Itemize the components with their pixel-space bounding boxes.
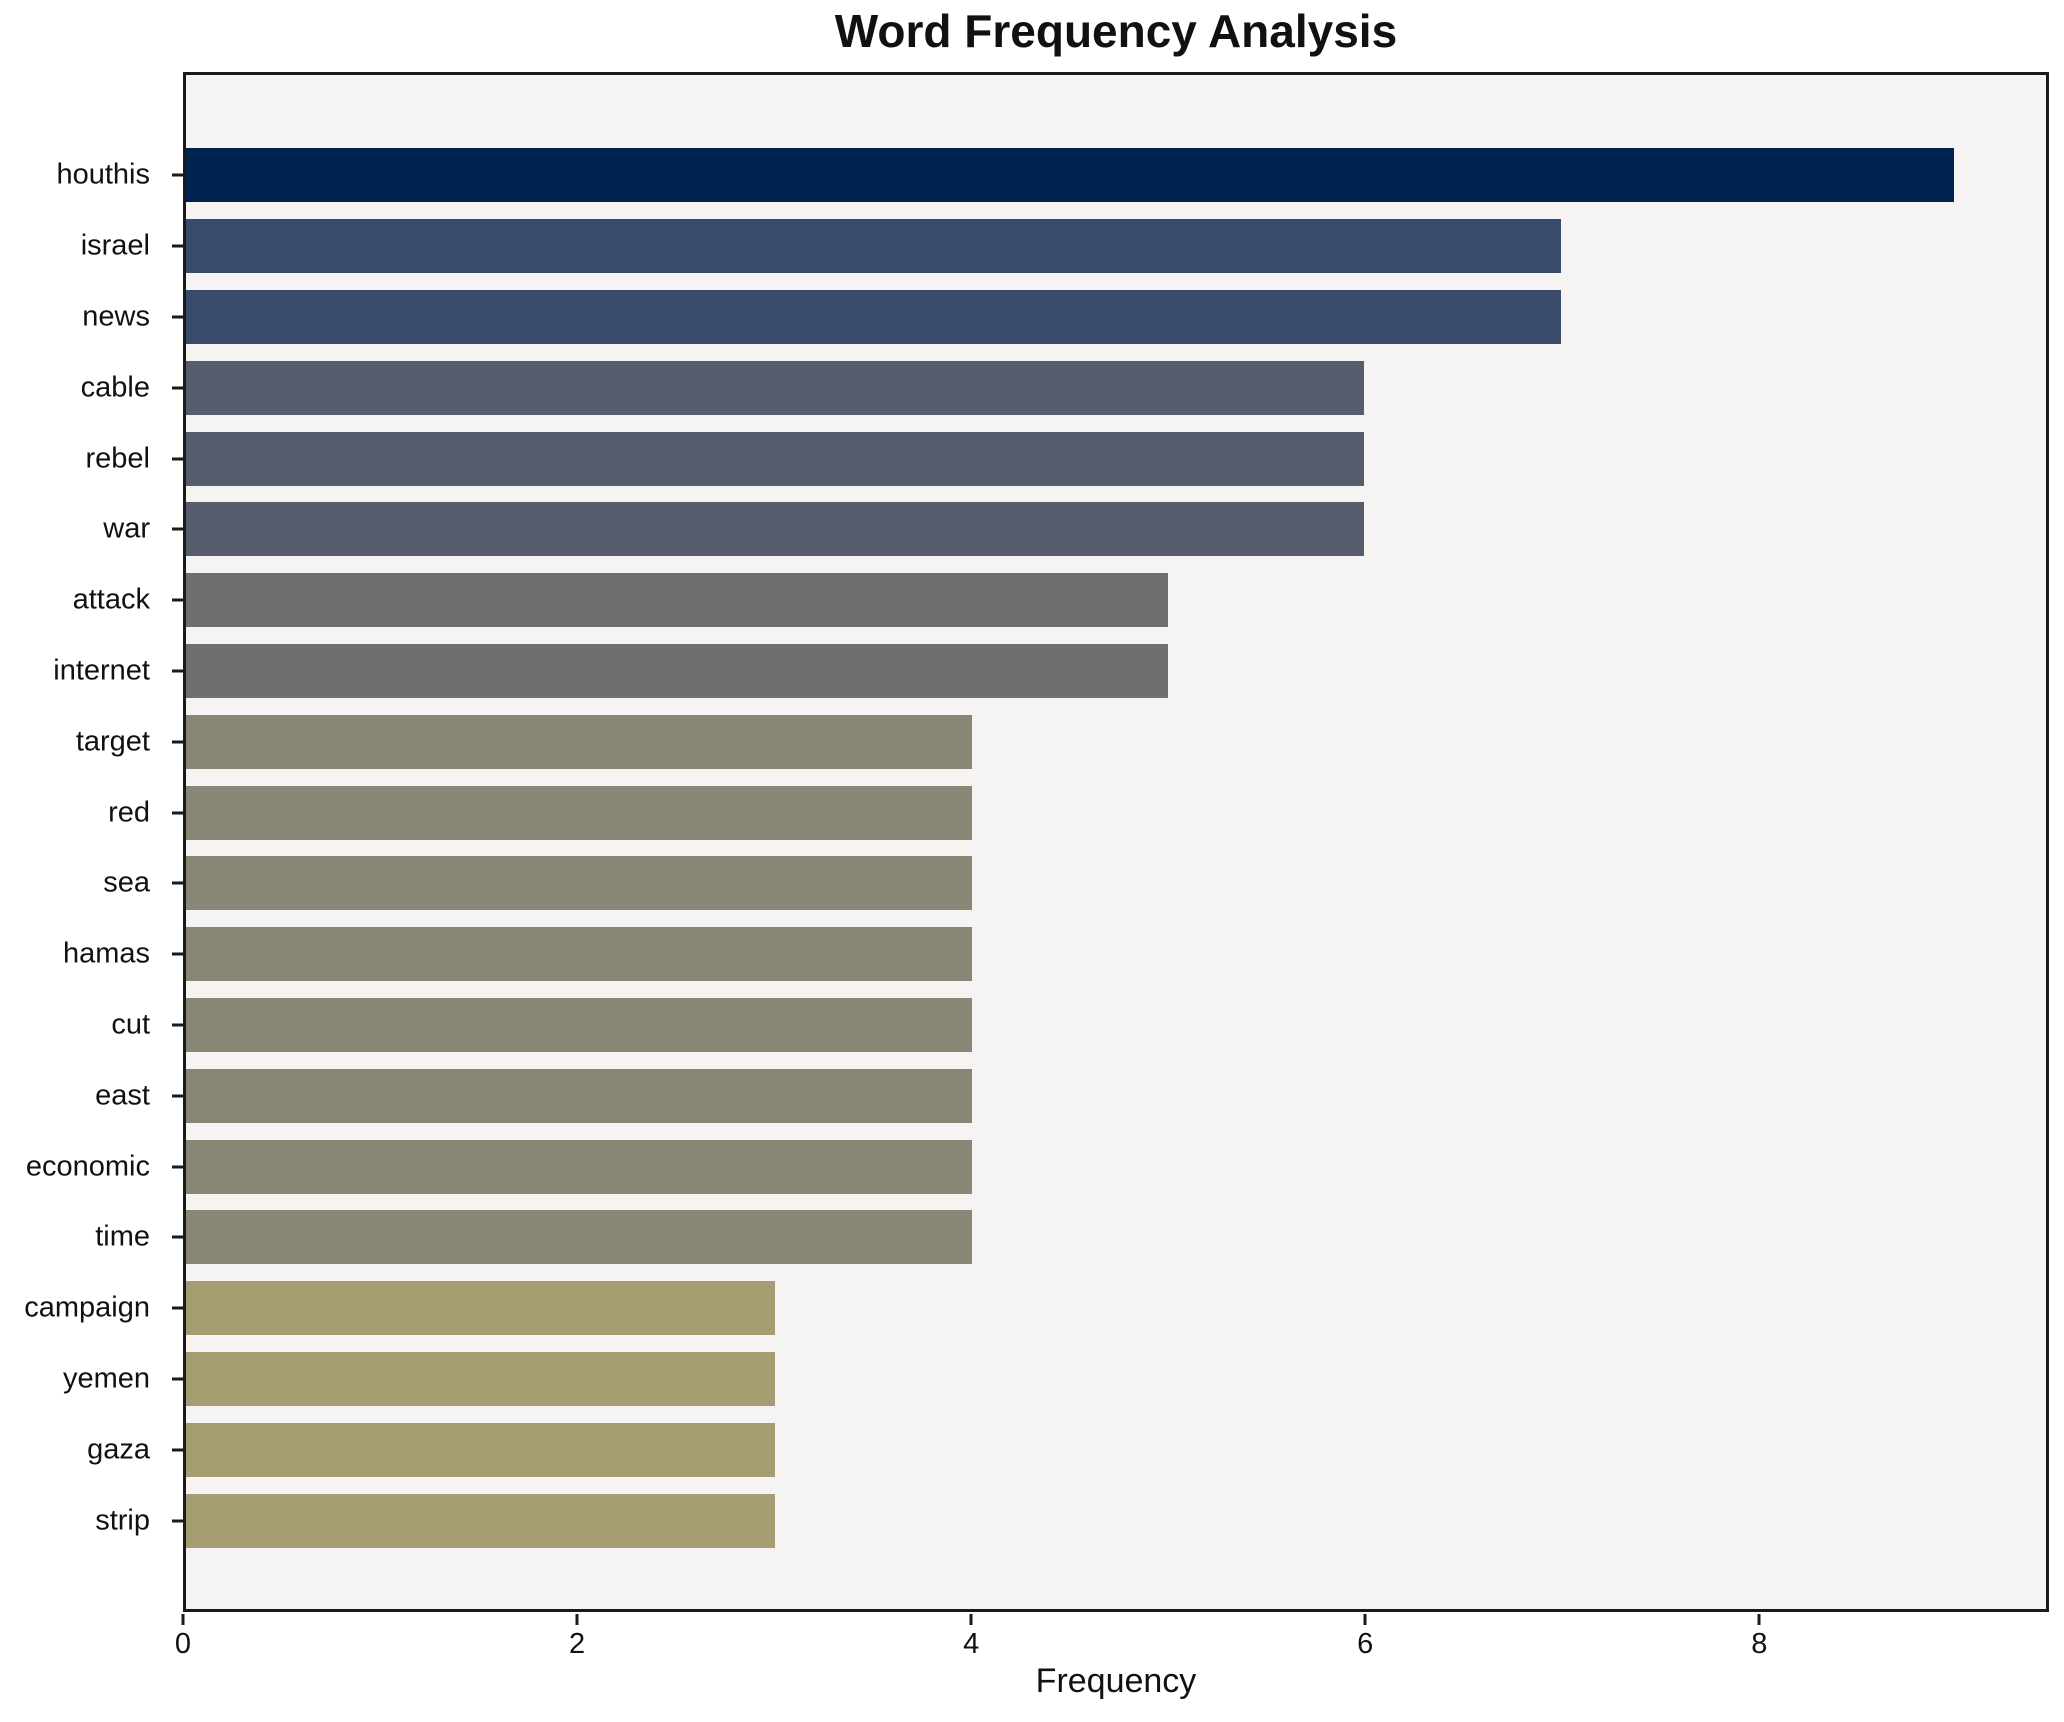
x-tick-mark <box>1757 1614 1761 1625</box>
y-tick-mark <box>172 1235 183 1239</box>
x-axis-label: Frequency <box>1035 1662 1197 1700</box>
y-tick-label: hamas <box>62 937 150 970</box>
x-tick-label: 8 <box>1751 1628 1768 1660</box>
bar-rebel <box>186 431 1365 486</box>
y-tick-label: target <box>75 725 150 758</box>
y-tick-label: internet <box>53 654 150 687</box>
bar-red <box>186 785 972 840</box>
bar-cable <box>186 360 1365 415</box>
bar-attack <box>186 573 1169 628</box>
bar-sea <box>186 856 972 911</box>
bar-row: yemen <box>63 1344 2046 1415</box>
y-tick-label: attack <box>72 583 150 616</box>
bar-east <box>186 1068 972 1123</box>
bar-row: israel <box>81 211 2046 282</box>
bar-row: war <box>103 494 2046 565</box>
bar-row: cut <box>111 990 2046 1061</box>
bar-row: east <box>95 1060 2046 1131</box>
bar-internet <box>186 643 1169 698</box>
y-tick-label: east <box>95 1079 150 1112</box>
bar-row: news <box>82 282 2046 353</box>
x-tick-label: 2 <box>569 1628 586 1660</box>
y-tick-mark <box>172 527 183 531</box>
y-tick-mark <box>172 315 183 319</box>
y-tick-mark <box>172 952 183 956</box>
y-tick-label: yemen <box>62 1362 150 1395</box>
y-tick-mark <box>172 386 183 390</box>
bar-row: campaign <box>24 1273 2046 1344</box>
y-tick-mark <box>172 1165 183 1169</box>
bar-news <box>186 289 1561 344</box>
bar-cut <box>186 997 972 1052</box>
y-tick-mark <box>172 457 183 461</box>
y-tick-label: strip <box>95 1504 150 1537</box>
plot-area: houthis israel news cable rebel war attack inte… <box>24 72 2049 1698</box>
bar-gaza <box>186 1422 776 1477</box>
bar-campaign <box>186 1281 776 1336</box>
y-tick-mark <box>172 1094 183 1098</box>
y-tick-label: houthis <box>56 158 150 191</box>
bar-israel <box>186 219 1561 274</box>
bar-row: cable <box>81 352 2046 423</box>
bar-time <box>186 1210 972 1265</box>
bar-war <box>186 502 1365 557</box>
y-tick-mark <box>172 1519 183 1523</box>
bar-row: strip <box>95 1485 2046 1556</box>
bars-container: houthis israel news cable rebel war attack inte… <box>24 75 2046 1609</box>
bar-economic <box>186 1139 972 1194</box>
y-tick-mark <box>172 244 183 248</box>
y-tick-mark <box>172 1377 183 1381</box>
x-tick-label: 6 <box>1357 1628 1374 1660</box>
bar-strip <box>186 1493 776 1548</box>
bar-row: economic <box>26 1131 2046 1202</box>
y-tick-label: rebel <box>85 442 151 475</box>
bar-row: hamas <box>63 919 2046 990</box>
bar-row: sea <box>103 848 2046 919</box>
x-tick-mark <box>575 1614 579 1625</box>
x-tick-mark <box>1363 1614 1367 1625</box>
chart-title: Word Frequency Analysis <box>834 5 1398 57</box>
y-tick-label: red <box>108 796 150 829</box>
y-tick-mark <box>172 173 183 177</box>
bar-row: internet <box>53 636 2046 707</box>
bar-row: houthis <box>56 140 2046 211</box>
y-tick-label: sea <box>103 866 150 899</box>
y-tick-mark <box>172 1306 183 1310</box>
bar-houthis <box>186 148 1954 203</box>
y-tick-label: time <box>95 1220 150 1253</box>
y-tick-label: cable <box>80 371 150 404</box>
y-tick-label: campaign <box>24 1291 150 1324</box>
y-tick-label: israel <box>80 229 150 262</box>
y-tick-mark <box>172 881 183 885</box>
bar-row: rebel <box>86 423 2046 494</box>
bar-row: target <box>76 706 2046 777</box>
y-tick-label: war <box>103 512 150 545</box>
bar-row: attack <box>73 565 2046 636</box>
x-tick-mark <box>969 1614 973 1625</box>
y-tick-mark <box>172 598 183 602</box>
y-tick-mark <box>172 669 183 673</box>
bar-row: red <box>108 777 2046 848</box>
y-tick-label: cut <box>111 1008 150 1041</box>
bar-yemen <box>186 1351 776 1406</box>
bar-hamas <box>186 927 972 982</box>
x-tick-mark <box>181 1614 185 1625</box>
x-tick-label: 0 <box>174 1628 192 1660</box>
bar-row: gaza <box>87 1414 2046 1485</box>
bar-row: time <box>95 1202 2046 1273</box>
y-tick-label: news <box>82 300 150 333</box>
y-tick-mark <box>172 1023 183 1027</box>
bar-target <box>186 714 972 769</box>
y-tick-mark <box>172 740 183 744</box>
x-tick-label: 4 <box>963 1628 980 1660</box>
y-tick-mark <box>172 1448 183 1452</box>
y-tick-label: gaza <box>87 1433 150 1466</box>
y-tick-mark <box>172 811 183 815</box>
y-tick-label: economic <box>25 1150 150 1183</box>
